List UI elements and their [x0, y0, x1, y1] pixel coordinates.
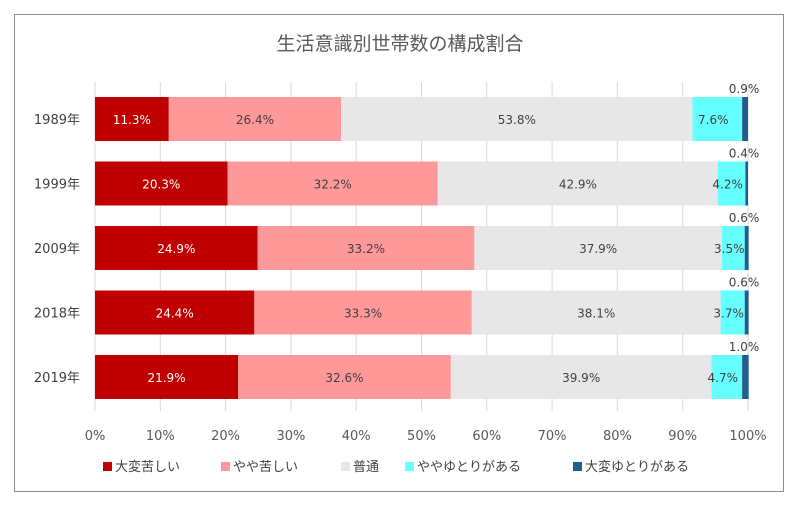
data-label: 21.9%: [147, 371, 185, 385]
legend: 大変苦しい やや苦しい 普通 ややゆとりがある 大変ゆとりがある: [103, 459, 689, 475]
bar-segment: [254, 290, 472, 335]
x-tick-label: 90%: [668, 429, 697, 444]
bar-segment: [744, 226, 749, 270]
data-label: 38.1%: [577, 307, 615, 321]
bar-segment: [450, 355, 712, 399]
x-tick-label: 60%: [472, 429, 501, 444]
legend-label: 大変苦しい: [115, 459, 180, 475]
bar-segment: [168, 97, 342, 141]
legend-swatch: [103, 462, 112, 471]
x-tick-label: 80%: [603, 429, 632, 444]
bar-segment: [742, 97, 748, 141]
data-label: 20.3%: [142, 178, 180, 192]
category-label: 1989年: [34, 113, 80, 128]
data-label: 53.8%: [498, 113, 536, 127]
bar-segment: [95, 355, 239, 399]
data-label: 4.2%: [712, 178, 743, 192]
bar-segment: [745, 161, 748, 206]
bar-segment: [341, 97, 693, 141]
bar-segment: [437, 161, 718, 206]
legend-swatch: [573, 462, 582, 471]
bar-segment: [95, 97, 169, 141]
data-label: 0.6%: [729, 276, 760, 290]
bar-segment: [692, 97, 743, 141]
bar-segment: [720, 290, 745, 335]
data-label: 37.9%: [579, 242, 617, 256]
legend-label: やや苦しい: [233, 459, 298, 475]
bar-segment: [721, 226, 745, 270]
bars: 11.3% 26.4% 53.8% 7.6% 0.9% 20.3% 32.2% 42.9% 4.…: [95, 82, 759, 399]
data-label: 33.3%: [344, 307, 382, 321]
legend-label: ややゆとりがある: [417, 460, 521, 475]
category-label: 2009年: [34, 242, 80, 257]
data-label: 3.5%: [714, 242, 745, 256]
data-label: 3.7%: [713, 307, 744, 321]
legend-swatch: [221, 462, 230, 471]
bar-segment: [471, 290, 721, 335]
data-label: 32.6%: [325, 371, 363, 385]
data-label: 4.7%: [708, 371, 739, 385]
bar-segment: [95, 226, 258, 270]
bar-segment: [227, 161, 438, 206]
x-tick-label: 0%: [85, 429, 106, 444]
data-label: 11.3%: [113, 113, 151, 127]
data-label: 24.4%: [156, 307, 194, 321]
data-label: 0.4%: [729, 147, 760, 161]
legend-swatch: [341, 462, 350, 471]
x-tick-label: 10%: [146, 429, 175, 444]
x-tick-label: 40%: [342, 429, 371, 444]
category-label: 2019年: [34, 371, 80, 386]
data-label: 42.9%: [559, 178, 597, 192]
data-label: 32.2%: [314, 178, 352, 192]
category-label: 1999年: [34, 178, 80, 193]
data-label: 0.6%: [729, 211, 760, 225]
bar-segment: [717, 161, 746, 206]
category-labels: 1989年 1999年 2009年 2018年 2019年: [34, 113, 80, 386]
bar-segment: [711, 355, 743, 399]
x-tick-label: 20%: [211, 429, 240, 444]
bar-segment: [744, 290, 749, 335]
data-label: 1.0%: [729, 340, 760, 354]
data-label: 7.6%: [698, 113, 729, 127]
data-label: 39.9%: [562, 371, 600, 385]
bar-segment: [257, 226, 475, 270]
x-tick-labels: 0% 10% 20% 30% 40% 50% 60% 70% 80% 90% 100%: [85, 429, 767, 444]
legend-swatch: [405, 462, 414, 471]
bar-segment: [474, 226, 722, 270]
x-tick-label: 50%: [407, 429, 436, 444]
chart-title: 生活意識別世帯数の構成割合: [276, 33, 523, 55]
legend-label: 普通: [353, 460, 379, 475]
x-tick-label: 30%: [276, 429, 305, 444]
data-label: 0.9%: [729, 82, 760, 96]
data-label: 24.9%: [157, 242, 195, 256]
bar-segment: [742, 355, 749, 399]
legend-label: 大変ゆとりがある: [585, 459, 689, 475]
x-tick-label: 100%: [729, 429, 766, 444]
data-label: 26.4%: [236, 113, 274, 127]
bar-segment: [238, 355, 451, 399]
data-label: 33.2%: [347, 242, 385, 256]
bar-segment: [95, 161, 228, 206]
category-label: 2018年: [34, 307, 80, 322]
x-tick-label: 70%: [538, 429, 567, 444]
bar-segment: [95, 290, 255, 335]
